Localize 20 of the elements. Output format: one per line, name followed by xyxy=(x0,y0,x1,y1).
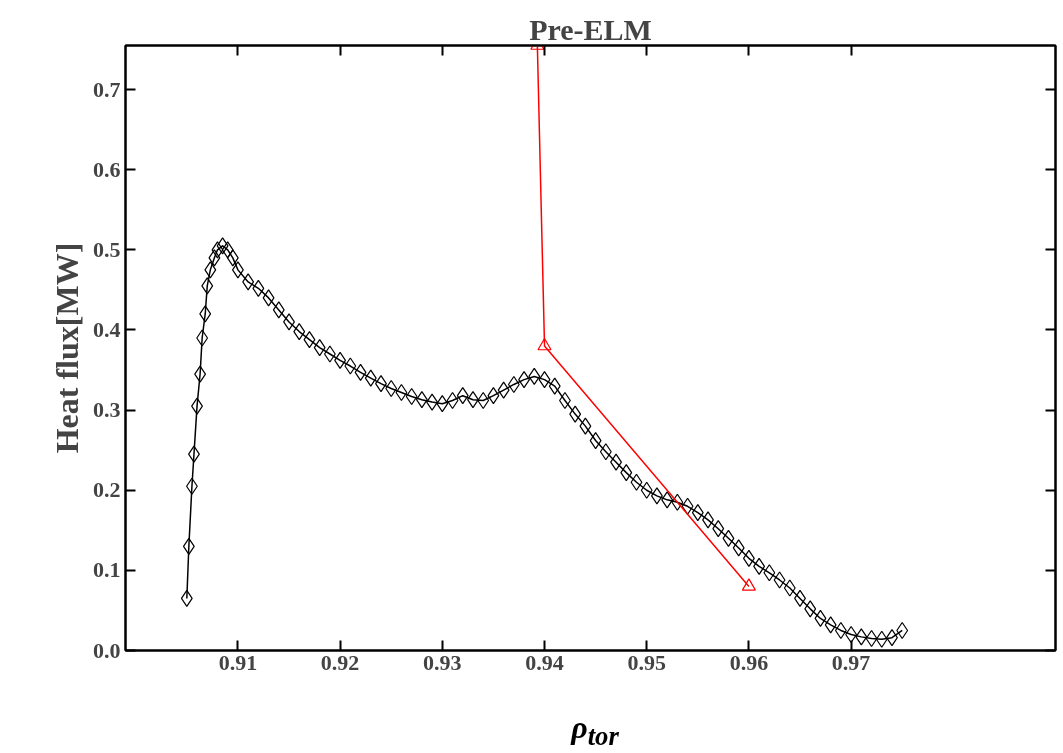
y-tick-label: 0.1 xyxy=(93,557,121,583)
x-axis-title: ρ$_{tor}$ xyxy=(569,708,620,753)
x-tick-label: 0.97 xyxy=(831,649,871,675)
x-tick-label: 0.94 xyxy=(525,649,564,675)
x-tick-label: 0.91 xyxy=(218,649,258,675)
x-tick-label: 0.92 xyxy=(320,649,360,675)
x-tick-label: 0.95 xyxy=(627,649,666,675)
y-tick-label: 0.4 xyxy=(93,316,121,342)
chart-title: Pre-ELM xyxy=(529,12,652,46)
y-tick-label: 0.3 xyxy=(93,397,121,423)
point xyxy=(537,337,552,351)
y-tick-label: 0.2 xyxy=(93,477,121,503)
x-tick-label: 0.96 xyxy=(729,649,769,675)
point xyxy=(741,578,757,591)
y-axis-title: Heat flux[MW] xyxy=(49,242,85,454)
x-tick-label: 0.93 xyxy=(423,649,462,675)
y-tick-label: 0.6 xyxy=(93,156,121,182)
y-tick-label: 0.7 xyxy=(93,76,121,102)
y-tick-label: 0.5 xyxy=(93,236,121,262)
y-tick-label: 0.0 xyxy=(93,637,121,663)
